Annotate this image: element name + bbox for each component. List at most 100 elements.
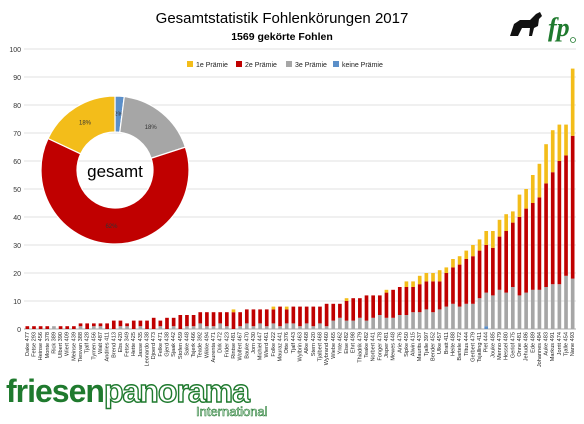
bar-segment: [530, 289, 535, 329]
bar-segment: [444, 306, 449, 329]
bar-segment: [464, 303, 469, 329]
bar-segment: [417, 275, 422, 285]
bar-segment: [211, 326, 216, 329]
x-tick-label: Walt 487: [98, 332, 104, 354]
x-tick-label: Norbert 441: [371, 332, 377, 362]
bar-segment: [411, 312, 415, 329]
x-tick-label: Ehrt 498: [351, 332, 357, 353]
bar-segment: [411, 287, 415, 313]
bar-segment: [377, 295, 382, 315]
bar-segment: [218, 312, 223, 324]
x-tick-label: Leonardo 438: [145, 332, 151, 367]
x-tick-label: Hessel 480: [504, 332, 510, 360]
bar-segment: [384, 292, 389, 318]
bar-segment: [198, 323, 203, 329]
bar-segment: [344, 320, 349, 329]
bar-segment: [205, 312, 209, 327]
x-tick-label: Alwin 415: [411, 332, 417, 356]
legend-label: 2e Prämie: [245, 62, 277, 69]
horse-logo-icon: [510, 12, 542, 36]
donut-slice-label: 18%: [79, 121, 92, 127]
x-tick-label: Rintse 481: [231, 332, 237, 359]
y-tick-label: 60: [13, 159, 21, 166]
bar-segment: [284, 309, 289, 324]
x-tick-label: Ulbert 390: [58, 332, 64, 358]
bar-segment: [424, 273, 429, 282]
x-tick-label: Bartele 472: [457, 332, 463, 361]
bar-segment: [98, 326, 103, 329]
donut-slice-label: 18%: [145, 125, 158, 131]
donut-center-label: gesamt: [87, 162, 143, 181]
bar-segment: [238, 326, 242, 329]
bar-segment: [524, 208, 528, 293]
bar-segment: [517, 217, 522, 296]
bar-segment: [284, 323, 289, 329]
x-tick-label: Gjerd 438: [164, 332, 170, 357]
bar-segment: [570, 278, 575, 329]
bar-segment: [211, 312, 216, 327]
bar-segment: [417, 312, 422, 329]
bar-segment: [444, 273, 449, 307]
x-tick-label: Fetse 293: [31, 332, 37, 357]
bar-segment: [45, 326, 50, 329]
bar-segment: [191, 326, 196, 329]
brand-name-part1: friesen: [6, 373, 105, 409]
donut-slice-label: 2%: [114, 112, 123, 118]
x-tick-label: Ynte 462: [337, 332, 343, 354]
bar-segment: [231, 309, 236, 313]
bar-segment: [497, 219, 502, 237]
bar-segment: [510, 211, 515, 223]
x-tick-label: Fetse 349: [125, 332, 131, 357]
bar-segment: [550, 284, 555, 329]
x-tick-label: Nane 493: [570, 332, 576, 356]
bar-segment: [38, 326, 43, 329]
bar-segment: [158, 320, 163, 327]
bar-segment: [471, 303, 475, 329]
bar-segment: [517, 194, 522, 217]
x-tick-label: Arie 476: [397, 332, 403, 353]
bar-segment: [484, 245, 489, 293]
bar-segment: [491, 295, 495, 329]
x-tick-label: Maurits 437: [417, 332, 423, 361]
bar-segment: [510, 287, 515, 329]
bar-segment: [72, 326, 76, 329]
bar-segment: [358, 298, 362, 318]
x-tick-label: Sjaak 442: [171, 332, 177, 357]
bar-segment: [377, 315, 382, 329]
bar-segment: [298, 326, 302, 329]
bar-segment: [564, 155, 568, 276]
x-tick-label: Gerbert 479: [470, 332, 476, 362]
x-tick-label: Mewes 448: [391, 332, 397, 361]
bar-segment: [484, 231, 489, 245]
brand-name-part2: panorama: [103, 372, 250, 409]
bar-segment: [544, 144, 548, 184]
bar-segment: [205, 326, 209, 329]
bar-segment: [338, 303, 342, 318]
bar-segment: [118, 320, 123, 327]
bar-segment: [92, 323, 96, 327]
bar-segment: [171, 326, 176, 329]
legend-label: 3e Prämie: [295, 62, 327, 69]
bar-segment: [304, 323, 309, 329]
x-tick-label: Heinse 456: [38, 332, 44, 360]
bar-segment: [331, 303, 336, 321]
bar-segment: [397, 287, 402, 315]
x-tick-label: Rick 389: [51, 332, 57, 354]
x-tick-label: Stern 420: [311, 332, 317, 356]
bar-segment: [384, 289, 389, 293]
x-tick-label: Dirk 472: [218, 332, 224, 353]
legend-swatch: [286, 61, 292, 67]
bar-segment: [118, 326, 123, 329]
bar-segment: [331, 320, 336, 329]
bar-segment: [550, 130, 555, 173]
bar-segment: [557, 124, 562, 161]
bar-segment: [471, 256, 475, 304]
bar-segment: [58, 326, 63, 329]
bar-segment: [284, 306, 289, 310]
bar-segment: [32, 326, 36, 329]
bar-segment: [318, 306, 322, 324]
bar-segment: [504, 231, 508, 293]
x-tick-label: Wiebe 465: [331, 332, 337, 359]
donut-slice: [40, 137, 190, 245]
